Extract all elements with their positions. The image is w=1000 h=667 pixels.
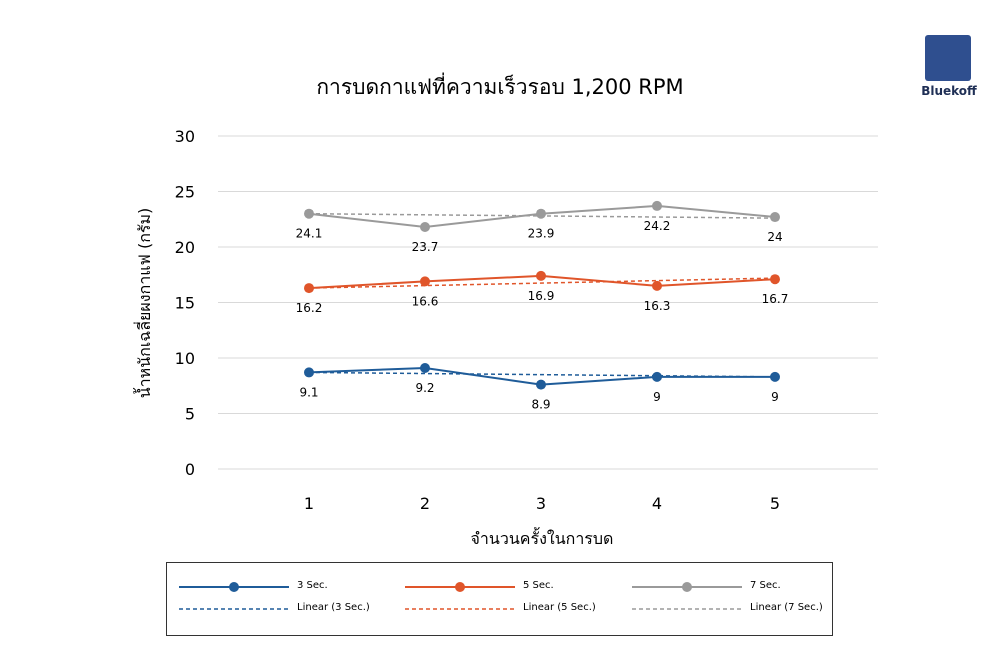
series-lines: [304, 200, 780, 390]
data-label: 16.7: [762, 292, 789, 306]
legend-marker-linear-3sec: [179, 608, 289, 610]
data-label: 9.2: [415, 381, 434, 395]
data-point: [420, 276, 430, 287]
y-axis-ticks: 0 5 10 15 20 25 30: [175, 127, 195, 479]
data-point: [304, 283, 314, 294]
chart-legend: 3 Sec. Linear (3 Sec.) 5 Sec. Linear (5 …: [166, 562, 833, 636]
y-tick-label: 20: [175, 238, 195, 257]
y-tick-label: 10: [175, 349, 195, 368]
data-point: [304, 208, 314, 219]
x-axis-ticks: 1 2 3 4 5: [304, 494, 780, 513]
data-label: 9.1: [299, 385, 318, 399]
x-tick-label: 4: [652, 494, 662, 513]
legend-marker-7sec: [632, 582, 742, 592]
data-point: [652, 280, 662, 291]
y-axis-label: น้ำหนักเฉลี่ยผงกาแฟ (กรัม): [133, 208, 154, 399]
legend-label-5sec: 5 Sec.: [523, 580, 554, 591]
trendline-1: [308, 277, 776, 289]
y-tick-label: 25: [175, 183, 195, 202]
data-label: 16.9: [528, 289, 555, 303]
data-labels: 9.1 9.2 8.9 9 9 16.2 16.6 16.9 16.3 16.7 24.1 23.7 2…: [296, 219, 789, 412]
legend-label-linear-7sec: Linear (7 Sec.): [750, 602, 823, 613]
data-point: [420, 362, 430, 373]
x-tick-label: 5: [770, 494, 780, 513]
gridlines: [218, 135, 878, 470]
legend-marker-3sec: [179, 582, 289, 592]
legend-marker-5sec: [405, 582, 515, 592]
data-point: [420, 222, 430, 233]
y-tick-label: 30: [175, 127, 195, 146]
data-label: 24.1: [296, 227, 323, 241]
data-point: [652, 200, 662, 211]
legend-label-7sec: 7 Sec.: [750, 580, 781, 591]
legend-marker-linear-7sec: [632, 608, 742, 610]
data-label: 16.3: [644, 299, 671, 313]
y-tick-label: 0: [185, 460, 195, 479]
data-label: 9: [771, 390, 779, 404]
y-tick-label: 5: [185, 405, 195, 424]
data-label: 24.2: [644, 219, 671, 233]
data-point: [770, 274, 780, 285]
data-label: 23.9: [528, 227, 555, 241]
data-point: [304, 367, 314, 378]
chart-title: การบดกาแฟที่ความเร็วรอบ 1,200 RPM: [316, 72, 683, 99]
x-axis-label: จำนวนครั้งในการบด: [471, 527, 614, 548]
data-point: [536, 270, 546, 281]
data-point: [536, 379, 546, 390]
y-tick-label: 15: [175, 294, 195, 313]
data-label: 23.7: [412, 240, 439, 254]
data-point: [770, 371, 780, 382]
logo-text: Bluekoff: [921, 84, 977, 98]
data-label: 8.9: [531, 398, 550, 412]
x-tick-label: 1: [304, 494, 314, 513]
data-label: 9: [653, 390, 661, 404]
legend-label-linear-5sec: Linear (5 Sec.): [523, 602, 596, 613]
x-tick-label: 3: [536, 494, 546, 513]
legend-marker-linear-5sec: [405, 608, 515, 610]
data-point: [652, 371, 662, 382]
data-label: 24: [767, 230, 782, 244]
data-point: [536, 208, 546, 219]
legend-label-3sec: 3 Sec.: [297, 580, 328, 591]
data-label: 16.2: [296, 301, 323, 315]
x-tick-label: 2: [420, 494, 430, 513]
data-label: 16.6: [412, 294, 439, 308]
bluekoff-logo-icon: [925, 35, 971, 81]
data-point: [770, 212, 780, 223]
legend-label-linear-3sec: Linear (3 Sec.): [297, 602, 370, 613]
